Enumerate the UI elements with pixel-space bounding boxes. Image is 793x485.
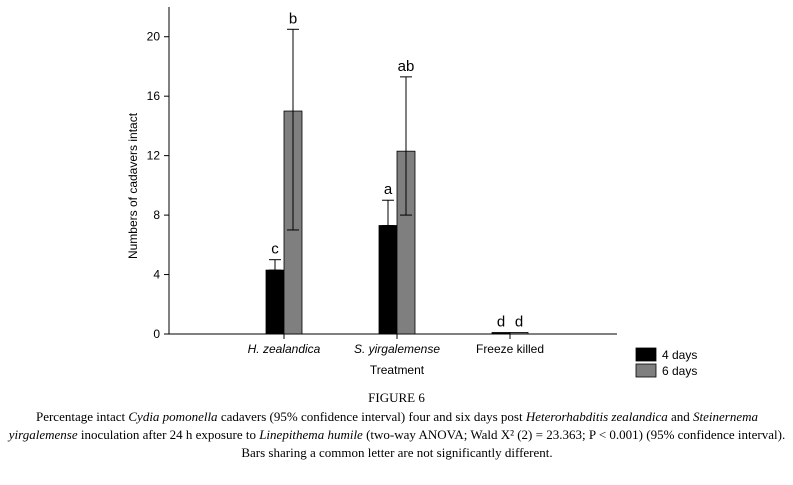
y-tick-label: 12 xyxy=(147,149,161,163)
significance-letter: d xyxy=(515,314,523,331)
x-tick-label: Freeze killed xyxy=(476,342,544,356)
figure-caption: Percentage intact Cydia pomonella cadave… xyxy=(8,408,786,462)
significance-letter: ab xyxy=(398,58,415,75)
significance-letter: a xyxy=(384,181,393,198)
caption-species-4: Linepithema humile xyxy=(259,427,363,442)
legend-swatch xyxy=(635,347,657,362)
caption-text-1: Percentage intact xyxy=(35,409,129,424)
bar xyxy=(265,269,285,335)
y-axis-label: Numbers of cadavers intact xyxy=(126,112,140,259)
caption-species-1: Cydia pomonella xyxy=(128,409,218,424)
caption-species-2: Heterorhabditis zealandica xyxy=(525,409,668,424)
y-tick-label: 16 xyxy=(147,89,161,103)
x-axis-label: Treatment xyxy=(370,363,425,377)
y-tick-label: 8 xyxy=(153,208,160,222)
legend-label: 4 days xyxy=(662,348,697,362)
caption-text-4: inoculation after 24 h exposure to xyxy=(77,427,260,442)
bar-chart: Numbers of cadavers intact Treatment 0 4 8… xyxy=(126,7,697,378)
bar xyxy=(378,225,398,335)
significance-letter: d xyxy=(497,314,505,331)
caption-text-5: (two-way ANOVA; Wald X² (2) = 23.363; P … xyxy=(241,427,786,460)
y-tick-label: 20 xyxy=(147,30,161,44)
x-tick-label: H. zealandica xyxy=(248,342,321,356)
y-tick-label: 0 xyxy=(153,327,160,341)
significance-letter: c xyxy=(271,241,279,258)
x-tick-label: S. yirgalemense xyxy=(354,342,440,356)
caption-species-3: Steinernema yirgalemense xyxy=(8,409,759,442)
legend-swatch xyxy=(635,363,657,378)
caption-text-2: cadavers (95% confidence interval) four … xyxy=(217,409,526,424)
y-tick-label: 4 xyxy=(153,268,160,282)
bar xyxy=(509,332,529,335)
caption-text-3: and xyxy=(667,409,694,424)
bar xyxy=(491,332,511,335)
legend-label: 6 days xyxy=(662,364,697,378)
significance-letter: b xyxy=(289,10,297,27)
figure-label: FIGURE 6 xyxy=(368,390,425,405)
